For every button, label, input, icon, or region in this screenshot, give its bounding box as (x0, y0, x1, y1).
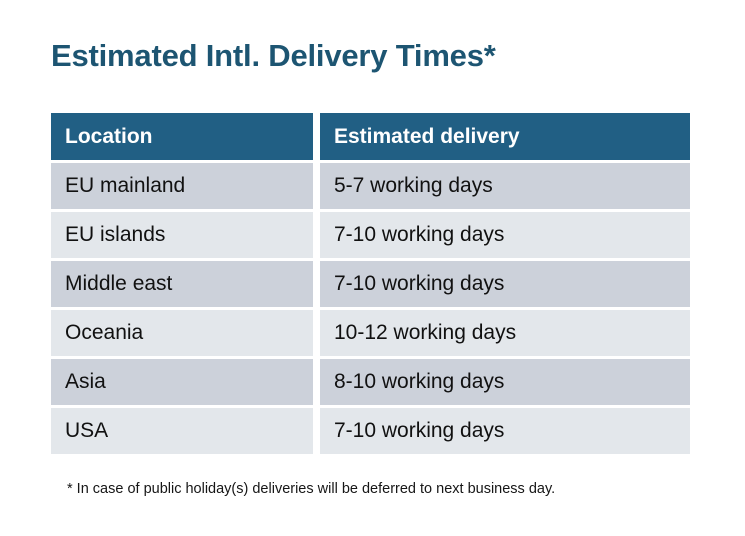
page-title: Estimated Intl. Delivery Times* (51, 38, 496, 73)
cell-location: EU islands (51, 212, 313, 258)
column-header-location: Location (51, 113, 313, 160)
cell-delivery: 8-10 working days (320, 359, 690, 405)
cell-location: Oceania (51, 310, 313, 356)
table-row: Middle east 7-10 working days (51, 261, 690, 307)
table-row: Oceania 10-12 working days (51, 310, 690, 356)
table-row: EU islands 7-10 working days (51, 212, 690, 258)
footnote-text: * In case of public holiday(s) deliverie… (67, 481, 556, 497)
table-row: USA 7-10 working days (51, 408, 690, 454)
table-row: Asia 8-10 working days (51, 359, 690, 405)
cell-delivery: 10-12 working days (320, 310, 690, 356)
column-header-estimated-delivery: Estimated delivery (320, 113, 690, 160)
table-row: EU mainland 5-7 working days (51, 163, 690, 209)
cell-delivery: 5-7 working days (320, 163, 690, 209)
cell-location: EU mainland (51, 163, 313, 209)
delivery-times-table: Location Estimated delivery EU mainland … (51, 113, 690, 454)
cell-location: Asia (51, 359, 313, 405)
cell-delivery: 7-10 working days (320, 212, 690, 258)
table-header-row: Location Estimated delivery (51, 113, 690, 160)
cell-delivery: 7-10 working days (320, 261, 690, 307)
cell-delivery: 7-10 working days (320, 408, 690, 454)
cell-location: USA (51, 408, 313, 454)
cell-location: Middle east (51, 261, 313, 307)
